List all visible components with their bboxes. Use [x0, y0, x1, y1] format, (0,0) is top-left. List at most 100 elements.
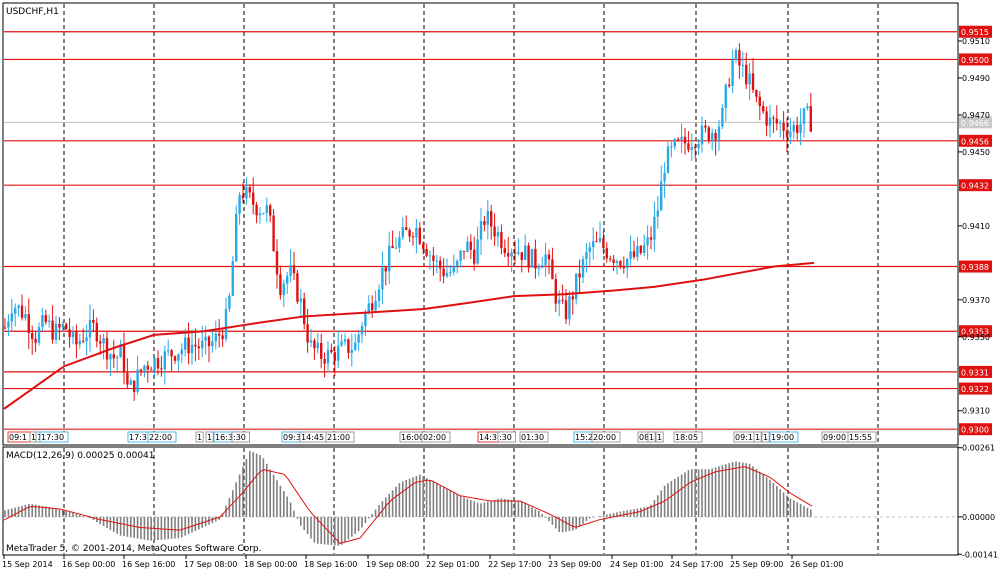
candle-body: [238, 195, 241, 214]
candle-body: [687, 143, 690, 150]
candle-body: [337, 345, 340, 361]
candle-body: [680, 136, 683, 140]
event-label: 1: [657, 433, 662, 442]
candle-body: [469, 241, 472, 250]
time-label: 17 Sep 08:00: [184, 560, 237, 569]
candle-body: [330, 349, 333, 353]
candle-body: [704, 125, 707, 128]
candles: [3, 43, 812, 401]
event-box: [591, 431, 621, 443]
candle-body: [711, 133, 714, 141]
candle-body: [534, 248, 537, 269]
current-price-label: 0.9466: [961, 119, 989, 128]
horizontal-lines: 0.95150.95000.94560.94320.93880.93530.93…: [4, 25, 992, 436]
candle-body: [809, 106, 812, 132]
candle-body: [598, 237, 602, 242]
candle-body: [228, 295, 231, 309]
candle-body: [367, 303, 370, 313]
hline-label-box: [959, 382, 992, 395]
candle-body: [85, 337, 88, 342]
candle-body: [51, 320, 54, 340]
candle-body: [595, 241, 598, 243]
candle-body: [180, 349, 183, 355]
candle-body: [666, 146, 670, 173]
candle-body: [177, 354, 180, 361]
candle-body: [292, 265, 296, 274]
candle-body: [731, 60, 734, 87]
candle-body: [377, 289, 381, 301]
candle-body: [258, 213, 262, 216]
candle-body: [724, 84, 727, 108]
event-label: 09:3: [283, 433, 301, 442]
event-box: [195, 431, 204, 443]
candle-body: [670, 146, 673, 148]
candle-body: [75, 331, 78, 345]
macd-axis: 0.00261 0.00000 -0.00141: [958, 444, 998, 559]
candle-body: [673, 139, 676, 147]
candle-body: [656, 210, 659, 217]
candle-body: [122, 344, 126, 373]
candle-body: [340, 341, 343, 346]
hline-label-box: [959, 365, 992, 378]
candle-body: [490, 211, 493, 227]
event-labels: 09:1 1 117:30 17:3 22:00 1 1 16:30:30 09:3 14:45 2…: [4, 429, 957, 443]
candle-body: [82, 340, 85, 342]
candle-body: [54, 323, 58, 340]
candle-body: [109, 354, 112, 360]
candle-body: [728, 84, 731, 87]
candle-body: [17, 305, 20, 309]
candle-body: [602, 237, 605, 249]
event-box: [497, 431, 517, 443]
candle-body: [309, 340, 313, 343]
event-label: :30: [233, 433, 246, 442]
candle-body: [745, 64, 748, 85]
symbol-title: USDCHF,H1: [6, 7, 59, 17]
candle-body: [459, 250, 462, 261]
macd-tick-label: 0.00261: [962, 444, 995, 453]
price-tick-label: 0.9350: [962, 333, 990, 342]
candle-body: [116, 357, 119, 359]
macd-pane-frame: [2, 446, 959, 556]
hline-label-box: [959, 325, 992, 338]
candle-body: [452, 265, 455, 273]
candle-body: [561, 299, 564, 301]
candle-body: [714, 133, 717, 140]
macd-histogram: [4, 451, 957, 546]
candle-body: [530, 248, 534, 268]
candle-body: [184, 337, 187, 350]
candle-body: [636, 245, 639, 257]
macd-tick-label: 0.00000: [962, 513, 995, 522]
candle-body: [150, 369, 153, 371]
candle-body: [592, 241, 595, 248]
candle-body: [646, 237, 649, 246]
moving-average-line: [3, 261, 815, 410]
time-label: 16 Sep 00:00: [62, 560, 115, 569]
price-tick-label: 0.9410: [962, 222, 990, 231]
candle-body: [792, 124, 795, 132]
time-label: 22 Sep 17:00: [488, 560, 541, 569]
macd-tick-label: -0.00141: [962, 550, 998, 559]
candle-body: [235, 213, 238, 262]
candle-body: [58, 323, 61, 328]
time-label: 19 Sep 08:00: [366, 560, 419, 569]
candle-body: [694, 147, 697, 149]
candle-body: [721, 107, 724, 127]
candle-body: [483, 221, 486, 225]
event-label: 15:55: [849, 433, 872, 442]
macd-signal: [3, 466, 813, 544]
candle-body: [571, 296, 574, 300]
candle-body: [20, 305, 24, 318]
candle-body: [269, 205, 272, 216]
candle-body: [507, 253, 510, 257]
candle-body: [173, 356, 177, 361]
event-label: 16:30: [215, 433, 238, 442]
candle-body: [588, 247, 591, 253]
candle-body: [44, 315, 47, 322]
candle-body: [289, 265, 292, 276]
candle-body: [428, 255, 432, 257]
candle-body: [95, 322, 98, 342]
event-box: [655, 431, 664, 443]
candle-body: [408, 229, 411, 237]
event-label: :30: [499, 433, 512, 442]
